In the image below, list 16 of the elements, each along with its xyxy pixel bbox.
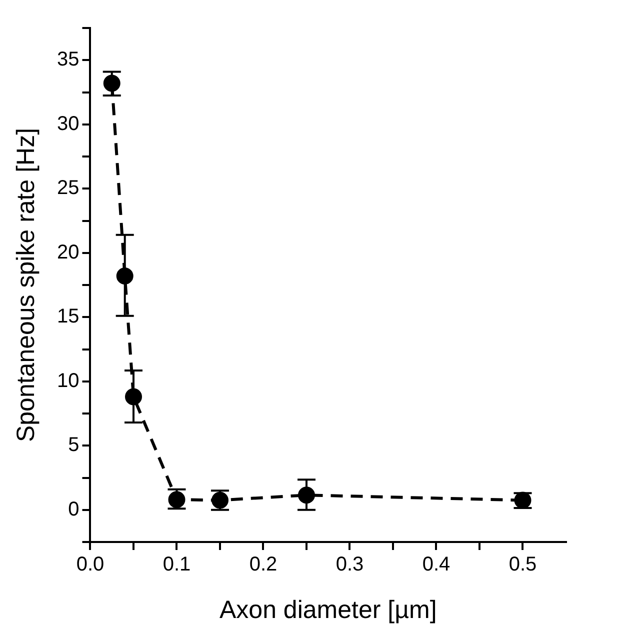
y-tick-label: 15 <box>56 306 80 328</box>
y-axis-title: Spontaneous spike rate [Hz] <box>12 128 40 442</box>
y-tick-label: 20 <box>56 241 80 264</box>
x-tick-label: 0.1 <box>162 554 191 576</box>
y-tick-label: 35 <box>56 48 80 71</box>
x-tick-label: 0.4 <box>422 554 450 576</box>
y-tick-label: 0 <box>68 498 80 520</box>
x-tick-label: 0.2 <box>249 554 278 576</box>
x-tick-label: 0.3 <box>336 554 364 576</box>
y-tick-label: 25 <box>56 177 80 200</box>
x-tick-label: 0.5 <box>508 554 537 576</box>
y-tick-label: 30 <box>56 112 80 135</box>
x-tick-label: 0.0 <box>76 554 104 576</box>
y-tick-label: 10 <box>56 370 80 392</box>
y-tick-label: 5 <box>68 434 80 456</box>
x-axis-title: Axon diameter [µm] <box>219 596 437 624</box>
